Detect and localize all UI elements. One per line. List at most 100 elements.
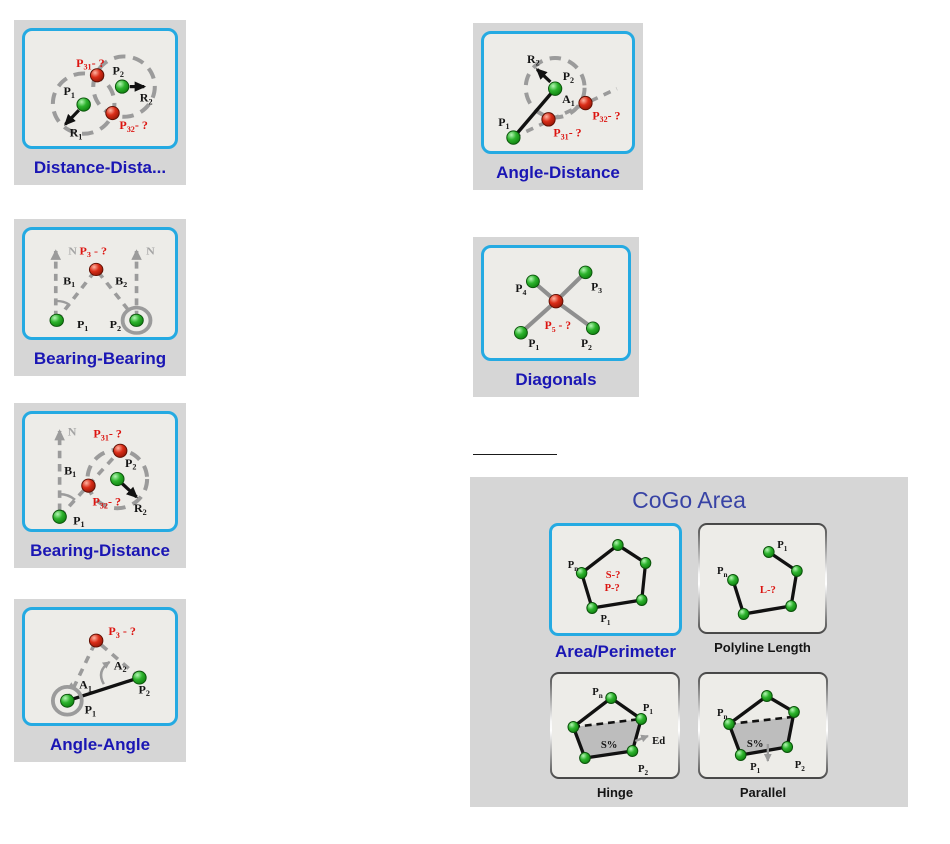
label-p1: P1 [73,513,84,529]
vertex-point [785,600,797,612]
point-pn [605,692,617,704]
parallel-box: Pn S% P1 P2 [698,672,828,779]
tool-card-title: Bearing-Distance [30,541,170,560]
p2-loop [120,305,153,335]
shaded-area [573,719,642,758]
label-s-percent: S% [747,738,764,750]
label-north-2: N [146,246,155,257]
vertex-point [579,752,591,764]
tool-card-angle-distance[interactable]: R2 P2 A1 P1 P31- ? P32- ? Angle-Distance [473,23,643,190]
loop-arrow [61,682,76,690]
shaded-area [729,717,793,755]
label-p2: P2 [563,69,574,85]
diagram-box: N N P3 - ? B1 B2 P1 P2 [22,227,178,340]
point-p1 [60,693,75,708]
point-p2 [110,471,125,487]
label-a2: A2 [114,658,127,674]
angle-distance-diagram: R2 P2 A1 P1 P31- ? P32- ? [498,52,620,145]
label-p1: P1 [85,703,96,719]
tool-card-bearing-distance[interactable]: N P31- ? B1 P2 P32- ? R2 P1 Bearing-Dist… [14,403,186,568]
diagram-box: R2 P2 A1 P1 P31- ? P32- ? [481,31,635,154]
label-north: N [68,425,77,439]
label-pn: Pn [717,707,728,721]
label-p1: P1 [600,613,610,627]
point-p31 [89,68,105,83]
vertex-point [612,539,624,551]
label-p2: P2 [638,763,648,777]
area-perimeter-diagram: Pn P1 S-? P-? [568,539,652,627]
label-s-percent: S% [601,739,618,751]
label-p5: P5 - ? [545,320,572,334]
tool-card-bearing-bearing[interactable]: N N P3 - ? B1 B2 P1 P2 Bearing-Bearing [14,219,186,376]
section-divider [473,454,557,455]
label-p1: P1 [64,84,75,100]
point-p1 [76,97,91,112]
diagonals-diagram: P4 P3 P5 - ? P1 P2 [514,265,602,352]
label-north-1: N [68,246,77,257]
diagram-box: P4 P3 P5 - ? P1 P2 [481,245,631,361]
r2-arrow [535,68,552,84]
hinge-box: Pn P1 S% Ed P2 [550,672,680,779]
point-p32 [105,105,120,121]
label-p32: P32- ? [92,495,121,511]
vertex-point [639,557,652,569]
bearing-line-2 [94,268,139,322]
range-circle-2 [91,54,157,119]
cogo-button-hinge[interactable]: Pn P1 S% Ed P2 Hinge [550,672,680,800]
cogo-button-label: Area/Perimeter [555,642,676,661]
vertex-point [761,690,773,702]
tool-card-distance-distance[interactable]: P31- ? P2 P1 R2 R1 P32- ? Distance-Dista… [14,20,186,185]
label-p31: P31- ? [93,427,122,443]
label-r2: R2 [140,91,153,107]
label-p32: P32- ? [119,118,148,134]
label-p1: P1 [498,115,509,131]
label-b2: B2 [115,276,127,289]
r1-arrow [64,109,81,126]
b1-angle-arc [59,492,76,501]
point-p2 [132,670,147,685]
point-p3 [578,265,593,280]
cogo-area-panel: CoGo Area Pn P1 S-? P-? Area/Perimeter [470,477,908,807]
hinge-diagram: Pn P1 S% Ed P2 [567,686,665,777]
diagonal-leg [519,299,558,335]
label-r2: R2 [527,52,540,68]
tool-card-title: Diagonals [515,370,597,389]
sight-line-1 [65,639,98,702]
point-p1 [49,313,64,327]
cogo-button-label: Parallel [739,785,787,800]
sight-line [512,87,618,140]
bearing-line-1 [55,268,98,322]
tool-card-title: Bearing-Bearing [33,349,167,368]
range-circle-1 [50,71,117,136]
label-p1: P1 [77,320,89,333]
tool-card-angle-angle[interactable]: P3 - ? A2 A1 P2 P1 Angle-Angle [14,599,186,762]
point-p1 [514,325,528,340]
vertex-point [791,565,803,577]
tool-card-diagonals[interactable]: P4 P3 P5 - ? P1 P2 Diagonals [473,237,639,397]
a2-angle-arrow [99,660,111,685]
diagonal-leg [554,299,595,330]
cogo-button-parallel[interactable]: Pn S% P1 P2 Parallel [698,672,828,800]
tool-card-title: Angle-Angle [49,735,151,754]
label-p2: P2 [581,338,592,352]
label-p3: P3 - ? [80,246,108,259]
cogo-button-area-perimeter[interactable]: Pn P1 S-? P-? Area/Perimeter [549,523,682,662]
point-p2 [548,81,563,96]
point-p32 [81,478,96,493]
bearing-distance-diagram: N P31- ? B1 P2 P32- ? R2 P1 [52,425,150,529]
label-p1: P1 [750,761,760,775]
point-p1 [762,546,775,558]
baseline [512,87,557,139]
point-pn [723,718,735,730]
point-p1 [52,509,67,524]
diagram-box: P3 - ? A2 A1 P2 P1 [22,607,178,726]
label-p2: P2 [110,320,122,333]
label-p3: P3 - ? [108,624,136,640]
point-p31 [541,112,556,127]
bearing-bearing-diagram: N N P3 - ? B1 B2 P1 P2 [49,246,156,335]
label-b1: B1 [63,276,75,289]
label-r1: R1 [70,126,83,142]
vertex-point [567,721,580,733]
cogo-button-polyline-length[interactable]: P1 Pn L-? Polyline Length [698,523,827,655]
cogo-button-label: Hinge [596,785,634,800]
